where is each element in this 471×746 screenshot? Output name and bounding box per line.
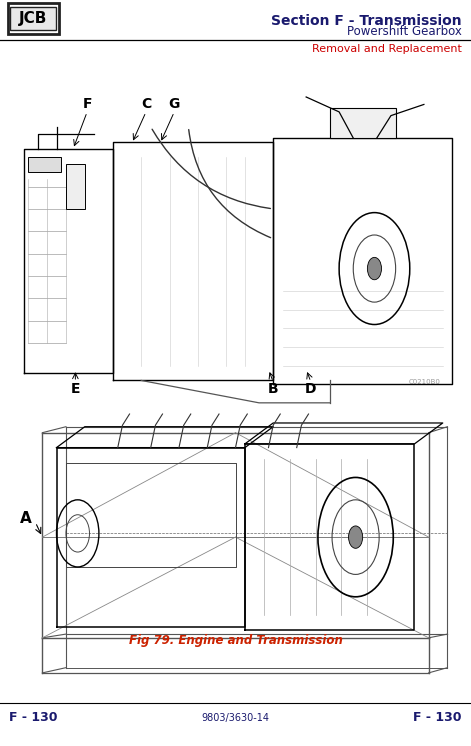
Text: A: A xyxy=(20,511,32,526)
Bar xyxy=(330,108,396,138)
Text: Section F - Transmission: Section F - Transmission xyxy=(271,14,462,28)
FancyBboxPatch shape xyxy=(8,3,59,34)
Bar xyxy=(66,164,85,209)
FancyBboxPatch shape xyxy=(10,7,56,30)
Text: Fig 79. Engine and Transmission: Fig 79. Engine and Transmission xyxy=(129,633,342,647)
Bar xyxy=(28,157,61,172)
Text: 9803/3630-14: 9803/3630-14 xyxy=(202,712,269,723)
Circle shape xyxy=(367,257,382,280)
Text: C: C xyxy=(141,98,151,111)
Text: JCB: JCB xyxy=(19,11,48,26)
Circle shape xyxy=(349,526,363,548)
Text: F - 130: F - 130 xyxy=(413,711,462,724)
Text: C0210B0: C0210B0 xyxy=(408,379,440,385)
Text: Removal and Replacement: Removal and Replacement xyxy=(312,44,462,54)
Text: F: F xyxy=(82,98,92,111)
Text: E: E xyxy=(71,383,80,396)
Text: D: D xyxy=(305,383,317,396)
Text: F - 130: F - 130 xyxy=(9,711,58,724)
Text: G: G xyxy=(169,98,180,111)
Text: Powershift Gearbox: Powershift Gearbox xyxy=(347,25,462,38)
Text: B: B xyxy=(268,383,278,396)
